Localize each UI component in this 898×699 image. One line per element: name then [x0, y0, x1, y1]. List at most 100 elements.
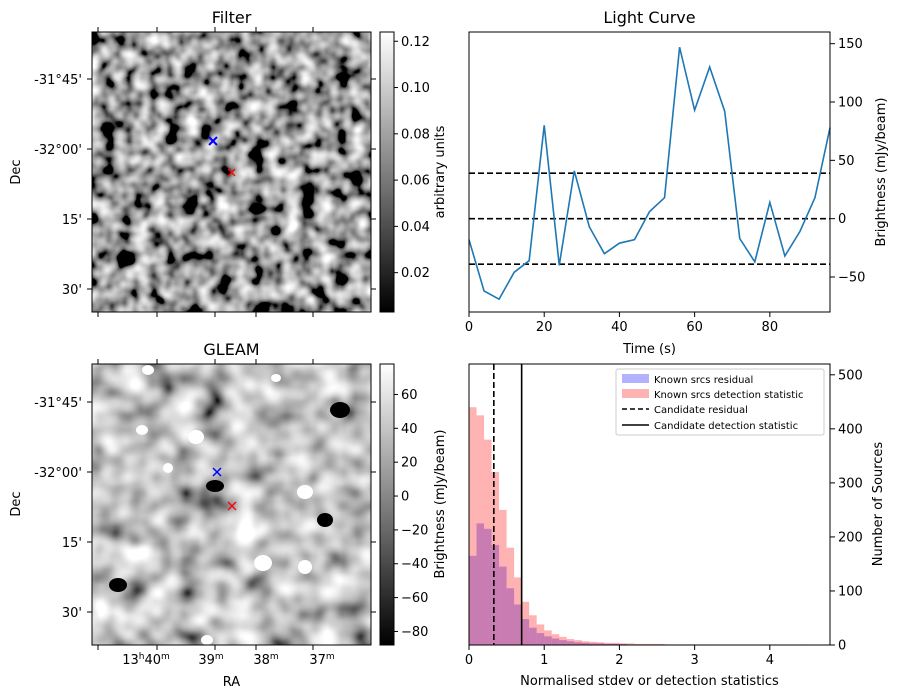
legend-swatch-detection: [622, 389, 649, 398]
gleam-ytick-label: 15': [62, 536, 82, 551]
colorbar-tick-label: 0.12: [401, 35, 430, 50]
lightcurve-ytick-label: 0: [838, 212, 846, 227]
histogram-bar-residual: [566, 641, 575, 645]
gleam-colorbar-ticks: 60 40 20 0 −20 −40 −60 −80: [394, 388, 428, 640]
histogram-bar-residual: [596, 643, 605, 645]
histogram-xtick-label: 4: [766, 653, 774, 668]
histogram-bar-residual: [551, 638, 560, 645]
colorbar-tick-label: 40: [401, 422, 418, 437]
histogram-bar-detection: [581, 641, 590, 645]
filter-ytick-label: 15': [62, 213, 82, 228]
histogram-ytick-label: 100: [838, 584, 863, 599]
histogram-bar-detection: [469, 407, 477, 645]
histogram-bar-detection: [476, 415, 485, 645]
lightcurve-series-line: [468, 46, 831, 301]
legend-swatch-residual: [622, 374, 649, 383]
histogram-bar-residual: [559, 640, 567, 645]
gleam-xtick-label: 39m: [198, 652, 223, 668]
filter-colorbar-label: arbitrary units: [433, 125, 448, 218]
colorbar-tick-label: −40: [401, 557, 428, 572]
gleam-ylabel: Dec: [9, 491, 24, 516]
legend-label: Candidate residual: [654, 405, 748, 416]
colorbar-tick-label: 20: [401, 456, 418, 471]
colorbar-tick-label: 60: [401, 388, 418, 403]
histogram-bar-detection: [641, 643, 650, 645]
legend-box: [615, 368, 825, 436]
lightcurve-plot-area: 0 20 40 60 80 150 100 50 0 −50: [465, 37, 866, 335]
gleam-image-frame: [91, 363, 372, 646]
gleam-dark-holes: [109, 402, 350, 592]
histogram-bar-residual: [604, 643, 612, 645]
histogram-bar-detection: [649, 643, 658, 645]
histogram-bar-detection: [484, 439, 492, 645]
lightcurve-xtick-label: 20: [536, 320, 553, 335]
filter-title: Filter: [212, 8, 252, 27]
lightcurve-ytick-label: 150: [838, 37, 863, 52]
filter-colorbar: [379, 31, 395, 313]
histogram-ytick-label: 200: [838, 530, 863, 545]
gleam-ticks: [87, 359, 376, 650]
filter-ytick-label: -32°00': [34, 143, 82, 158]
gleam-xtick-label: 13h40m: [122, 652, 170, 668]
gleam-colorbar: [379, 363, 395, 646]
histogram-bar-residual: [529, 627, 537, 645]
histogram-bar-detection: [529, 615, 537, 645]
filter-ylabel: Dec: [9, 159, 24, 184]
gleam-candidate-marker: [212, 467, 222, 477]
histogram-legend: Known srcs residual Known srcs detection…: [615, 368, 825, 436]
legend-label: Candidate detection statistic: [654, 421, 798, 432]
histogram-xtick-label: 2: [615, 653, 623, 668]
gleam-panel: GLEAM Dec -31°45' -32°00' 15' 30' 13h40m: [9, 340, 448, 690]
colorbar-tick-label: 0.02: [401, 266, 430, 281]
lightcurve-xtick-label: 60: [686, 320, 703, 335]
histogram-ytick-label: 400: [838, 422, 863, 437]
gleam-xtick-label: 37m: [309, 652, 334, 668]
histogram-ytick-label: 0: [838, 639, 846, 654]
histogram-bar-detection: [514, 577, 522, 645]
histogram-bar-residual: [536, 633, 545, 645]
histogram-frame: [468, 363, 831, 646]
histogram-bar-detection: [551, 634, 560, 645]
histogram-plot-area: 0 1 2 3 4 500 400 300 200 100 0: [465, 364, 863, 668]
histogram-bar-residual: [514, 604, 522, 645]
histogram-bar-residual: [589, 643, 597, 645]
gleam-ytick-label: 30': [62, 606, 82, 621]
colorbar-tick-label: −80: [401, 625, 428, 640]
colorbar-tick-label: 0.04: [401, 220, 430, 235]
histogram-xlabel: Normalised stdev or detection statistics: [520, 674, 779, 689]
gleam-ytick-label: -31°45': [34, 396, 82, 411]
histogram-bar-residual: [611, 643, 620, 645]
histogram-bar-residual: [469, 555, 477, 645]
lightcurve-ytick-label: 50: [838, 154, 855, 169]
colorbar-tick-label: 0.10: [401, 81, 430, 96]
histogram-bar-detection: [521, 601, 530, 645]
histogram-bar-residual: [574, 642, 582, 645]
histogram-bar-detection: [499, 509, 507, 645]
histogram-bar-residual: [521, 619, 530, 645]
histogram-bar-residual: [476, 523, 485, 645]
gleam-xtick-label: 38m: [253, 652, 278, 668]
gleam-offset-marker: [227, 501, 237, 511]
histogram-xtick-label: 1: [540, 653, 548, 668]
filter-ytick-label: -31°45': [34, 73, 82, 88]
histogram-ylabel: Number of Sources: [871, 442, 886, 567]
histogram-ytick-label: 500: [838, 368, 863, 383]
gleam-xlabel: RA: [223, 675, 241, 690]
histogram-bar-residual: [491, 545, 500, 645]
filter-candidate-marker: [208, 136, 218, 146]
histogram-bar-residual: [544, 636, 552, 645]
legend-label: Known srcs residual: [654, 375, 753, 386]
lightcurve-panel: Light Curve 0 20 40 60 80 150 100 50 0 −50 Time (…: [465, 8, 889, 357]
colorbar-tick-label: 0: [401, 490, 409, 505]
histogram-bar-detection: [604, 642, 612, 645]
histogram-bar-residual: [484, 528, 492, 645]
histogram-bar-residual: [619, 643, 627, 645]
colorbar-tick-label: −20: [401, 523, 428, 538]
filter-ytick-label: 30': [62, 283, 82, 298]
filter-colorbar-ticks: 0.02 0.04 0.06 0.08 0.10 0.12: [394, 35, 430, 281]
colorbar-tick-label: −60: [401, 591, 428, 606]
histogram-xtick-label: 0: [465, 653, 473, 668]
histogram-bar-detection: [611, 642, 620, 645]
